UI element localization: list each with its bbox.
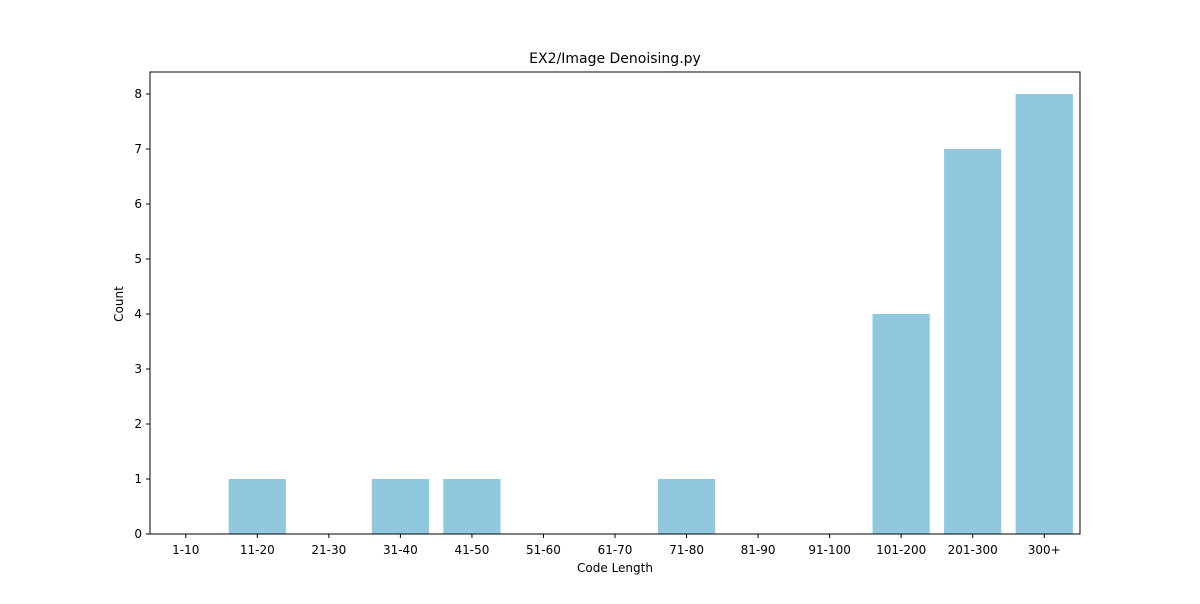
y-tick-label: 7	[134, 142, 142, 156]
bar-300+	[1015, 94, 1073, 534]
y-tick-label: 6	[134, 197, 142, 211]
x-tick-label: 300+	[1028, 543, 1061, 557]
y-tick-label: 4	[134, 307, 142, 321]
x-tick-label: 91-100	[808, 543, 851, 557]
x-tick-label: 71-80	[669, 543, 704, 557]
y-tick-label: 8	[134, 87, 142, 101]
ticks-layer: 1-10 11-20 21-30 31-40 41-50 51-60 61-70 71-80 8…	[134, 87, 1060, 557]
bar-101-200	[872, 314, 930, 534]
x-tick-label: 101-200	[876, 543, 926, 557]
x-tick-label: 21-30	[311, 543, 346, 557]
y-tick-label: 0	[134, 527, 142, 541]
bar-71-80	[657, 479, 716, 534]
y-tick-label: 3	[134, 362, 142, 376]
y-tick-label: 5	[134, 252, 142, 266]
bar-31-40	[371, 479, 429, 534]
x-tick-label: 41-50	[454, 543, 489, 557]
x-tick-label: 81-90	[741, 543, 776, 557]
x-tick-label: 61-70	[598, 543, 633, 557]
x-tick-label: 31-40	[383, 543, 418, 557]
bar-11-20	[228, 479, 286, 534]
x-tick-label: 201-300	[948, 543, 998, 557]
bars-layer	[228, 94, 1073, 534]
bar-41-50	[443, 479, 501, 534]
chart-title: EX2/Image Denoising.py	[529, 51, 701, 67]
bar-201-300	[944, 149, 1002, 534]
x-axis-label: Code Length	[577, 561, 653, 575]
x-tick-label: 11-20	[240, 543, 275, 557]
x-tick-label: 51-60	[526, 543, 561, 557]
y-tick-label: 1	[134, 472, 142, 486]
y-tick-label: 2	[134, 417, 142, 431]
plot-frame	[149, 71, 1081, 535]
y-axis-label: Count	[112, 286, 126, 322]
x-tick-label: 1-10	[172, 543, 199, 557]
